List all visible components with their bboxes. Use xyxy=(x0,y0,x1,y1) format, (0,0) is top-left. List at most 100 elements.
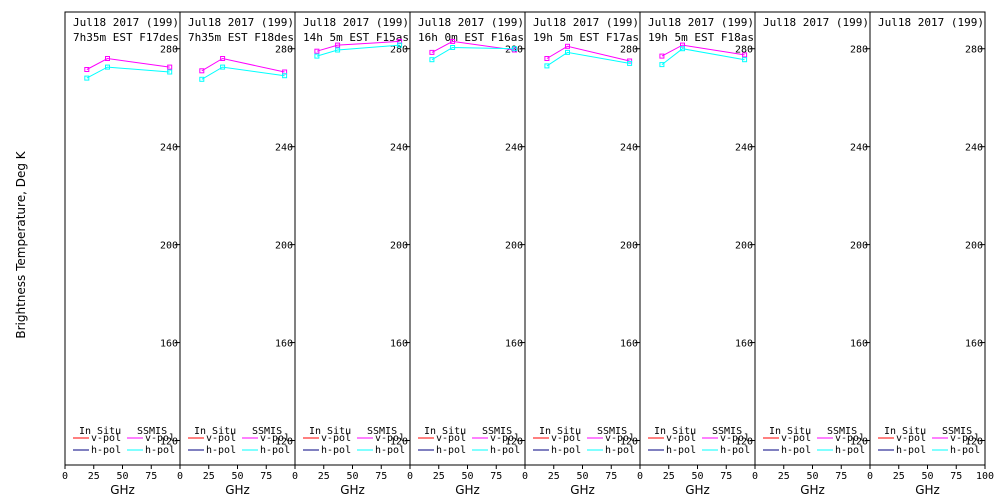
series-line-ssmis-hpol xyxy=(546,51,630,67)
x-tick-label: 0 xyxy=(752,471,758,482)
data-point-marker xyxy=(105,56,110,61)
y-tick-label: 200 xyxy=(965,241,983,252)
panel-subtitle: 14h 5m EST F15asc xyxy=(303,31,416,44)
x-axis-label: GHz xyxy=(800,483,825,497)
panel-subtitle: 19h 5m EST F18asc xyxy=(648,31,761,44)
data-point-marker xyxy=(680,46,685,52)
x-tick-label: 25 xyxy=(203,471,215,482)
panel-frame xyxy=(524,11,641,466)
x-tick-label: 0 xyxy=(522,471,528,482)
x-tick-label: 50 xyxy=(806,471,818,482)
data-point-marker xyxy=(565,43,570,49)
series-line-ssmis-hpol xyxy=(201,66,285,80)
legend-ssmis-hpol-label: h-pol xyxy=(490,445,520,456)
data-point-marker xyxy=(512,46,518,52)
panel-frame xyxy=(754,11,871,466)
legend-in-situ-hpol-label: h-pol xyxy=(896,445,926,456)
legend-in-situ-vpol-label: v-pol xyxy=(91,433,121,444)
y-tick-label: 200 xyxy=(850,241,868,252)
legend-ssmis-hpol-label: h-pol xyxy=(835,445,865,456)
series-line-ssmis-vpol xyxy=(201,57,285,73)
legend-ssmis-vpol-label: v-pol xyxy=(950,433,980,444)
legend-in-situ-heading: In Situ xyxy=(884,426,926,437)
legend-in-situ-vpol-label: v-pol xyxy=(666,433,696,444)
legend-ssmis-hpol-label: h-pol xyxy=(375,445,405,456)
data-point-marker xyxy=(220,56,226,61)
y-tick-label: 120 xyxy=(850,437,868,448)
legend-ssmis-heading: SSMIS xyxy=(712,426,742,437)
panel-7: Jul18 2017 (199) 120 160 200 240 280 0 25 50 75 GH… xyxy=(752,11,871,497)
x-tick-label: 25 xyxy=(88,471,100,482)
legend-in-situ-hpol-label: h-pol xyxy=(91,445,121,456)
legend-ssmis-vpol-label: v-pol xyxy=(260,433,290,444)
panel-5: Jul18 2017 (199) 19h 5m EST F17asc 120 160 2… xyxy=(522,11,646,497)
legend-ssmis-heading: SSMIS xyxy=(252,426,282,437)
data-point-marker xyxy=(397,42,403,48)
y-tick-label: 240 xyxy=(965,143,983,154)
x-tick-label: 75 xyxy=(490,471,502,482)
series-line-ssmis-vpol xyxy=(546,45,630,62)
y-tick-label: 120 xyxy=(390,437,408,448)
y-tick-label: 280 xyxy=(390,45,408,56)
x-tick-label: 50 xyxy=(231,471,243,482)
panel-title: Jul18 2017 (199) xyxy=(303,16,409,29)
legend-in-situ-heading: In Situ xyxy=(654,426,696,437)
data-point-marker xyxy=(565,49,570,55)
data-point-marker xyxy=(84,67,90,72)
legend-in-situ-hpol-label: h-pol xyxy=(321,445,351,456)
y-tick-label: 160 xyxy=(620,339,638,350)
data-point-marker xyxy=(450,45,456,50)
y-tick-label: 120 xyxy=(965,437,983,448)
x-tick-label: 75 xyxy=(950,471,962,482)
y-tick-label: 200 xyxy=(620,241,638,252)
y-tick-label: 120 xyxy=(505,437,523,448)
legend-ssmis-hpol-label: h-pol xyxy=(605,445,635,456)
series-line-ssmis-hpol xyxy=(316,44,400,57)
data-point-marker xyxy=(84,75,90,81)
x-tick-label: 75 xyxy=(260,471,272,482)
x-tick-label: 75 xyxy=(605,471,617,482)
y-tick-label: 160 xyxy=(160,339,178,350)
panel-subtitle: 16h 0m EST F16asc xyxy=(418,31,531,44)
legend-ssmis-vpol-label: v-pol xyxy=(375,433,405,444)
data-point-marker xyxy=(167,64,173,70)
x-axis-label: GHz xyxy=(455,483,480,497)
legend-in-situ-vpol-label: v-pol xyxy=(551,433,581,444)
y-tick-label: 200 xyxy=(275,241,293,252)
x-tick-label: 25 xyxy=(663,471,675,482)
panel-3: Jul18 2017 (199) 14h 5m EST F15asc 120 160 2… xyxy=(292,11,416,497)
data-point-marker xyxy=(429,57,435,63)
legend-ssmis-hpol-label: h-pol xyxy=(260,445,290,456)
data-point-marker xyxy=(199,68,205,74)
panel-1: Jul18 2017 (199) 7h35m EST F17des 120 160 20… xyxy=(62,11,181,497)
x-axis-label: GHz xyxy=(110,483,135,497)
legend-ssmis-vpol-label: v-pol xyxy=(720,433,750,444)
y-tick-label: 280 xyxy=(850,45,868,56)
panel-title: Jul18 2017 (199) xyxy=(763,16,869,29)
legend-in-situ-hpol-label: h-pol xyxy=(666,445,696,456)
data-point-marker xyxy=(335,47,341,53)
panel-frame xyxy=(639,11,756,466)
series-line-ssmis-vpol xyxy=(431,40,515,53)
legend-ssmis-heading: SSMIS xyxy=(597,426,627,437)
legend-in-situ-heading: In Situ xyxy=(539,426,581,437)
series-line-ssmis-hpol xyxy=(431,46,515,61)
legend-in-situ-vpol-label: v-pol xyxy=(436,433,466,444)
x-tick-label: 75 xyxy=(145,471,157,482)
y-tick-label: 120 xyxy=(275,437,293,448)
y-tick-label: 240 xyxy=(275,143,293,154)
x-tick-label: 50 xyxy=(921,471,933,482)
panel-frame xyxy=(409,11,526,466)
y-tick-label: 160 xyxy=(965,339,983,350)
legend-in-situ-hpol-label: h-pol xyxy=(206,445,236,456)
x-tick-label: 25 xyxy=(433,471,445,482)
panel-title: Jul18 2017 (199) xyxy=(533,16,639,29)
x-tick-label: 0 xyxy=(867,471,873,482)
panel-subtitle: 7h35m EST F17des xyxy=(73,31,179,44)
legend-ssmis-vpol-label: v-pol xyxy=(145,433,175,444)
panel-subtitle: 19h 5m EST F17asc xyxy=(533,31,646,44)
